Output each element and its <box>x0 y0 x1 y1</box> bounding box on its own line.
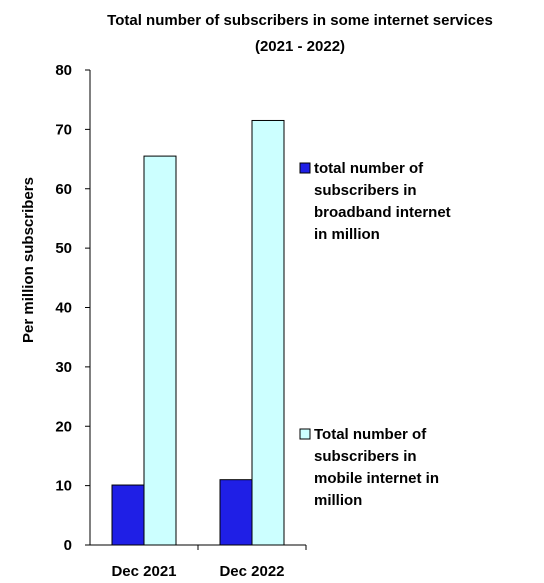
chart-title: Total number of subscribers in some inte… <box>107 12 493 29</box>
legend-label-broadband: total number of <box>314 160 424 177</box>
y-tick-label: 80 <box>55 62 72 79</box>
legend-label-broadband: subscribers in <box>314 182 417 199</box>
bar-broadband-0 <box>111 484 145 546</box>
legend-label-mobile: million <box>314 492 362 509</box>
y-tick-label: 10 <box>55 478 72 495</box>
y-tick-label: 50 <box>55 240 72 257</box>
legend-swatch-broadband <box>299 162 311 174</box>
y-axis-label: Per million subscribers <box>20 177 37 343</box>
legend-label-mobile: mobile internet in <box>314 470 439 487</box>
y-tick-label: 40 <box>55 300 72 317</box>
legend-label-mobile: subscribers in <box>314 448 417 465</box>
y-tick-label: 0 <box>64 537 72 554</box>
x-tick-label: Dec 2021 <box>111 563 176 580</box>
legend-label-broadband: broadband internet <box>314 204 451 221</box>
x-tick-label: Dec 2022 <box>219 563 284 580</box>
y-tick-label: 30 <box>55 359 72 376</box>
bar-mobile-1 <box>251 119 285 546</box>
y-tick-label: 60 <box>55 181 72 198</box>
plot-area: 0 10 20 30 40 50 60 70 80 Dec 2021 Dec 2022 <box>55 62 307 580</box>
legend: total number of subscribers in broadband i… <box>299 160 451 509</box>
y-tick-label: 20 <box>55 418 72 435</box>
bar-mobile-0 <box>143 155 177 546</box>
legend-label-mobile: Total number of <box>314 426 427 443</box>
bar-broadband-1 <box>219 479 253 546</box>
y-tick-label: 70 <box>55 121 72 138</box>
legend-swatch-mobile <box>299 428 311 440</box>
chart-subtitle: (2021 - 2022) <box>255 38 345 55</box>
legend-label-broadband: in million <box>314 226 380 243</box>
